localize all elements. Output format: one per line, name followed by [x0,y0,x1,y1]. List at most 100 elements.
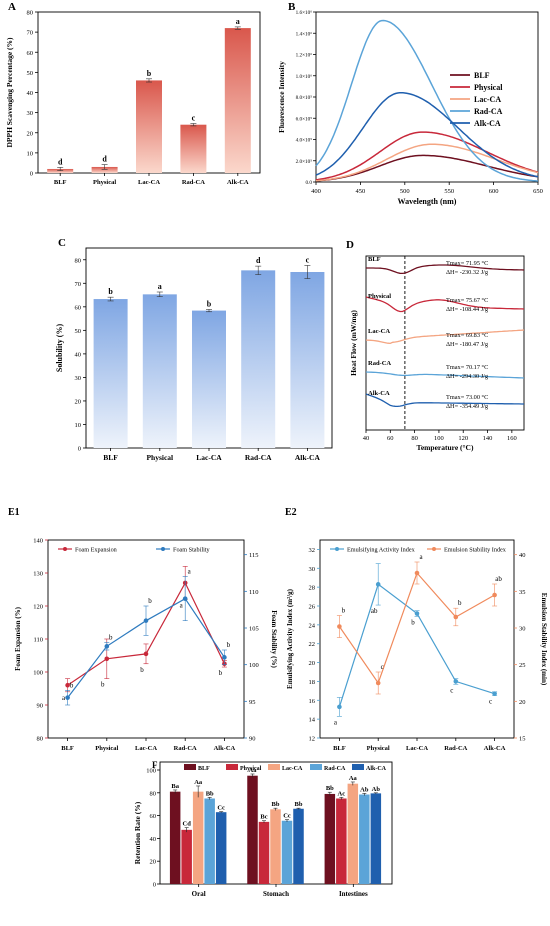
series-label: BLF [368,256,381,263]
bar-f-rad-ca-intestines [359,794,370,884]
significance-letter: Aa [249,767,258,774]
panel-label-e2: E2 [285,507,297,518]
y-tick-label: 32 [309,547,316,554]
significance-letter: b [70,681,74,689]
significance-letter: Bb [295,801,303,808]
line-d-physical [365,296,525,313]
data-point [414,570,420,576]
x-tick-label: Lac-CA [196,453,222,462]
data-point [143,651,149,657]
line-b-lac-ca [315,143,539,182]
x-tick-label: 100 [434,435,444,442]
y-tick-label: 1.0×10⁶ [296,74,313,80]
y-tick-label: 120 [33,604,43,611]
y-tick-label: 0 [153,882,156,889]
y-tick-label: 110 [249,589,259,596]
data-point [104,656,110,662]
bar-f-lac-ca-oral [192,791,204,884]
y-tick-label: 35 [519,589,526,596]
y-tick-label: 20 [519,699,526,706]
bar-a-rad-ca [180,124,207,173]
y-tick-label: 30 [27,110,34,117]
x-tick-label: BLF [61,745,74,752]
data-point [375,680,381,686]
x-tick-label: 40 [363,435,370,442]
significance-letter: a [334,718,338,726]
line-b-alk-ca [315,92,539,178]
data-point [65,695,70,700]
x-tick-label: Alk-CA [295,453,321,462]
panel-label-f: F [152,760,158,770]
line-d-alk-ca [365,393,524,408]
y-tick-label: 40 [519,552,526,559]
y-tick-label: 6.0×10⁵ [296,116,313,122]
x-tick-label: 550 [444,188,454,195]
y-tick-label: 25 [519,662,526,669]
significance-letter: a [62,694,66,702]
x-tick-label: 120 [458,435,468,442]
significance-letter: Bb [272,801,280,808]
significance-letter: Cc [283,813,291,820]
legend-swatch [352,764,364,770]
data-point [222,655,227,660]
x-tick-label: 80 [411,435,418,442]
significance-letter: ab [371,607,378,615]
significance-letter: b [458,599,462,607]
y-tick-label: 12 [309,736,316,743]
tmax-annotation: Tmax= 73.00 °C [446,394,488,401]
significance-letter: a [419,553,423,561]
y-tick-label: 80 [75,257,82,264]
y-tick-label: 20 [150,859,157,866]
bar-a-lac-ca [136,80,162,173]
significance-letter: d [58,157,63,166]
panel-c-ylabel: Solubility (%) [55,324,64,373]
y-tick-label: 30 [309,566,316,573]
bar-c-alk-ca [290,272,325,448]
legend-label: BLF [474,71,490,80]
y-tick-label: 140 [33,538,43,545]
panel-label-e1: E1 [8,507,20,518]
legend-label: Rad-CA [474,107,503,116]
panel-b-xlabel: Wavelength (nm) [398,197,457,206]
significance-letter: Ab [360,786,369,793]
ylabel-right: Foam Stability (%) [270,610,278,668]
y-tick-label: 90 [249,736,256,743]
series-label: Lac-CA [368,328,390,335]
panel-label-a: A [8,1,16,13]
significance-letter: c [489,698,492,706]
line-b-physical [315,131,539,181]
y-tick-label: 28 [309,585,316,592]
data-point [143,618,149,623]
line-emulsifying-activity-index [338,583,495,708]
significance-letter: b [219,669,223,677]
y-tick-label: 8.0×10⁵ [296,95,313,101]
significance-letter: a [236,17,240,26]
x-tick-label: Physical [146,453,173,462]
y-tick-label: 18 [309,679,316,686]
y-tick-label: 20 [27,130,34,137]
significance-letter: b [147,69,152,78]
y-tick-label: 40 [75,351,82,358]
x-tick-label: Alk-CA [227,179,249,186]
series-label: Rad-CA [368,360,391,367]
enthalpy-annotation: ΔH= -230.32 J/g [446,269,489,276]
bar-f-physical-oral [181,829,192,884]
x-tick-label: Physical [367,745,390,752]
ylabel-left: Emulsifying Activity Index (m²/g) [286,588,294,689]
y-tick-label: 100 [146,768,156,775]
x-tick-label: Alk-CA [484,745,506,752]
legend-marker [161,547,165,551]
x-tick-label: Physical [93,179,116,186]
y-tick-label: 14 [309,717,316,724]
significance-letter: Bc [260,814,267,821]
y-tick-label: 20 [309,660,316,667]
bar-f-alk-ca-oral [215,812,227,884]
x-tick-label: 140 [483,435,493,442]
significance-letter: c [381,663,384,671]
panel-d-xlabel: Temperature (°C) [417,443,474,452]
x-tick-label: BLF [103,453,118,462]
y-tick-label: 70 [27,30,34,37]
bar-a-alk-ca [224,28,251,173]
data-point [375,582,381,587]
significance-letter: a [188,568,192,576]
